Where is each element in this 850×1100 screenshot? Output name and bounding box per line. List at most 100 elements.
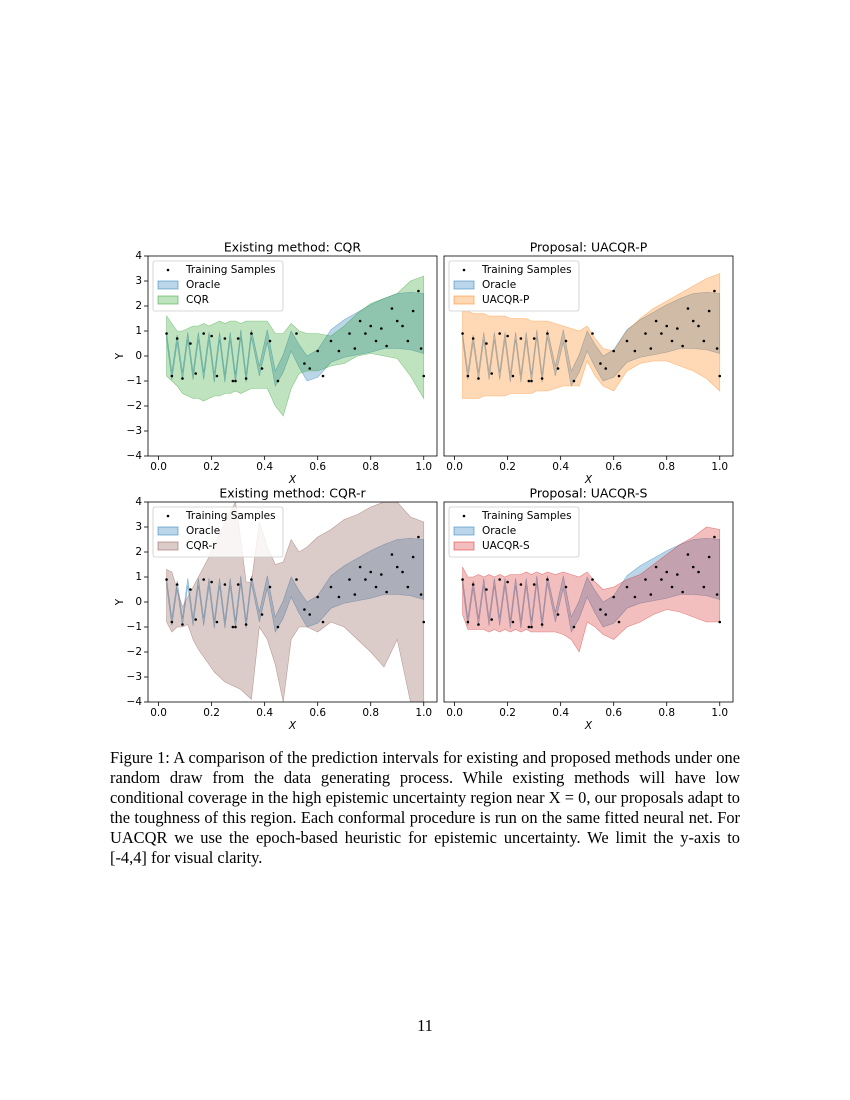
- training-point: [625, 585, 629, 589]
- legend-swatch: [453, 541, 475, 551]
- x-axis-label: X: [288, 474, 297, 486]
- training-point: [532, 583, 536, 586]
- training-point: [691, 319, 695, 323]
- training-point: [617, 374, 621, 378]
- training-point: [401, 324, 404, 328]
- training-point: [546, 332, 549, 335]
- axes-frame: [443, 501, 734, 703]
- x-tick-label: 0.0: [150, 461, 167, 473]
- training-point: [353, 347, 357, 350]
- training-point: [485, 342, 488, 345]
- legend-label: Oracle: [482, 525, 516, 537]
- x-tick-label: 0.4: [552, 461, 569, 473]
- x-axis-label: X: [584, 474, 593, 486]
- training-point: [644, 578, 647, 581]
- training-point: [670, 585, 674, 589]
- y-tick-label: −3: [127, 671, 142, 683]
- training-point: [633, 595, 637, 599]
- training-point: [276, 379, 280, 383]
- training-point: [268, 585, 272, 589]
- training-point: [702, 339, 706, 343]
- training-point: [348, 332, 351, 335]
- legend-box: [152, 506, 284, 558]
- training-point: [530, 625, 533, 629]
- training-point: [633, 349, 637, 353]
- training-point: [527, 625, 531, 629]
- legend-marker: [166, 514, 170, 518]
- training-point: [337, 349, 341, 353]
- training-point: [506, 334, 509, 338]
- training-point: [244, 377, 248, 380]
- training-point: [260, 367, 264, 370]
- training-point: [337, 595, 341, 599]
- y-tick-label: −4: [127, 696, 143, 708]
- training-point: [564, 339, 568, 343]
- chart-title: Proposal: UACQR-S: [530, 486, 648, 501]
- y-tick-label: 0: [135, 596, 142, 608]
- training-point: [707, 309, 711, 313]
- training-point: [358, 319, 362, 323]
- training-point: [329, 585, 333, 589]
- training-point: [625, 339, 629, 343]
- training-point: [591, 332, 594, 335]
- legend-label: Oracle: [186, 525, 220, 537]
- training-point: [681, 590, 684, 594]
- training-point: [490, 372, 494, 375]
- legend-swatch: [157, 280, 179, 290]
- training-point: [665, 570, 669, 574]
- legend-swatch: [453, 526, 475, 536]
- training-point: [490, 618, 494, 621]
- training-point: [564, 585, 568, 589]
- training-point: [660, 332, 663, 335]
- x-tick-label: 0.6: [605, 707, 622, 719]
- legend-swatch: [453, 280, 475, 290]
- training-point: [194, 372, 198, 375]
- training-point: [181, 623, 184, 626]
- chart-title: Existing method: CQR: [224, 240, 362, 255]
- training-point: [417, 289, 420, 293]
- y-tick-label: 0: [135, 350, 142, 362]
- training-point: [532, 337, 536, 340]
- training-point: [210, 334, 213, 338]
- training-point: [401, 570, 404, 574]
- x-tick-label: 0.8: [362, 461, 379, 473]
- training-point: [572, 625, 576, 629]
- interval-band: [462, 526, 721, 653]
- training-point: [519, 583, 523, 586]
- y-tick-label: −3: [127, 425, 142, 437]
- plot-area: [165, 275, 426, 417]
- training-point: [676, 573, 679, 576]
- training-point: [461, 332, 464, 335]
- training-point: [411, 309, 415, 313]
- legend-swatch: [453, 295, 475, 305]
- training-point: [422, 374, 426, 378]
- training-point: [527, 379, 531, 383]
- training-point: [236, 337, 240, 340]
- training-point: [697, 570, 700, 574]
- training-point: [715, 593, 719, 596]
- x-tick-label: 0.6: [605, 461, 622, 473]
- training-point: [612, 595, 615, 599]
- x-tick-label: 0.0: [150, 707, 167, 719]
- legend-label: Training Samples: [481, 264, 572, 276]
- x-tick-label: 0.4: [256, 461, 273, 473]
- x-tick-label: 0.8: [658, 461, 675, 473]
- training-point: [175, 337, 179, 340]
- training-point: [358, 565, 362, 569]
- y-tick-label: −4: [127, 450, 143, 462]
- x-tick-label: 0.0: [446, 461, 463, 473]
- training-point: [189, 342, 192, 345]
- training-point: [231, 625, 235, 629]
- x-tick-label: 0.8: [658, 707, 675, 719]
- training-point: [395, 319, 399, 323]
- training-point: [202, 578, 205, 581]
- training-point: [244, 623, 248, 626]
- training-point: [390, 307, 394, 310]
- training-point: [485, 588, 488, 591]
- training-point: [530, 379, 533, 383]
- legend-label: UACQR-S: [482, 540, 530, 552]
- training-point: [385, 590, 388, 594]
- interval-band: [462, 273, 721, 399]
- training-point: [461, 578, 464, 581]
